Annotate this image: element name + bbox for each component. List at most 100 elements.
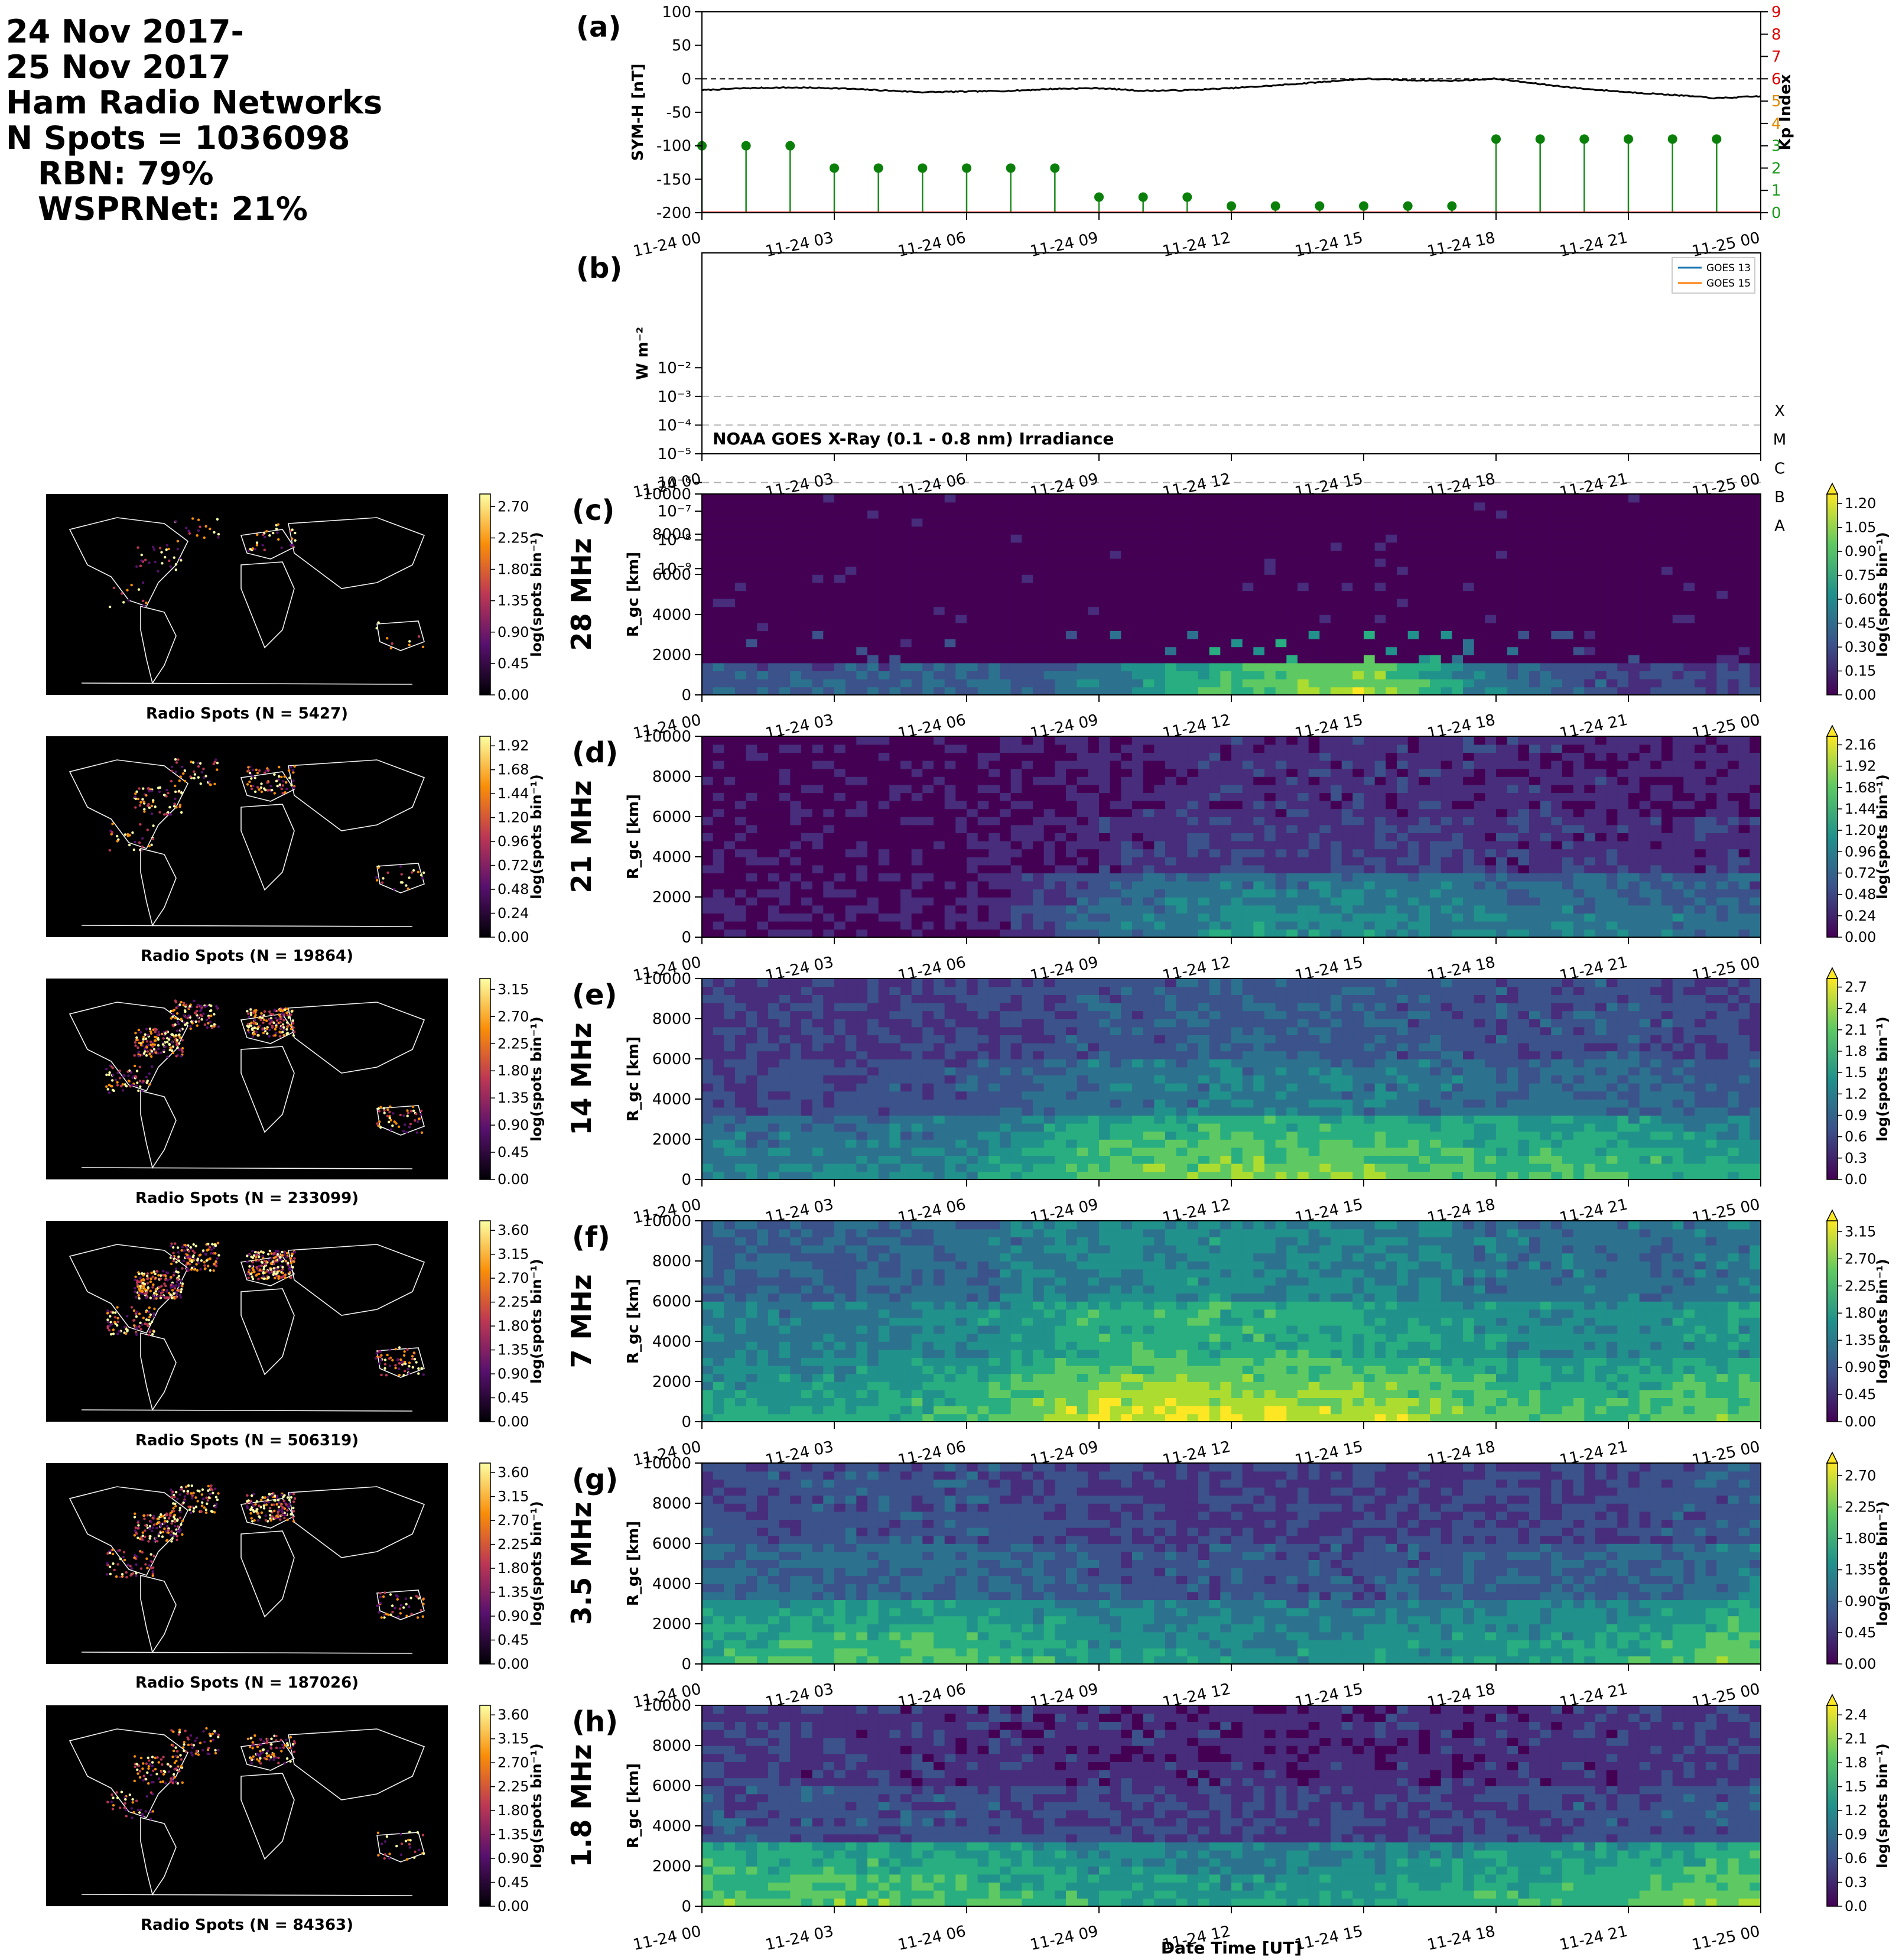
- heatmap-cell: [1518, 678, 1530, 688]
- heatmap-cell: [1022, 752, 1033, 761]
- heatmap-cell: [1077, 622, 1089, 631]
- heatmap-cell: [1264, 905, 1276, 914]
- heatmap-cell: [713, 638, 725, 648]
- heatmap-cell: [1584, 646, 1596, 655]
- heatmap-cell: [1220, 864, 1232, 873]
- heatmap-cell: [1374, 566, 1387, 575]
- heatmap-cell: [1220, 494, 1232, 503]
- heatmap-cell: [1099, 534, 1111, 543]
- x-tick-label: 11-24 15: [1293, 229, 1365, 261]
- heatmap-cell: [768, 550, 780, 559]
- heatmap-cell: [1728, 566, 1739, 575]
- heatmap-cell: [746, 905, 758, 914]
- heatmap-cell: [834, 792, 846, 801]
- heatmap-cell: [1430, 646, 1442, 655]
- heatmap-cell: [1220, 598, 1232, 607]
- heatmap-cell: [1650, 582, 1662, 591]
- heatmap-cell: [856, 929, 868, 938]
- heatmap-cell: [1264, 833, 1276, 841]
- heatmap-cell: [1000, 921, 1012, 930]
- heatmap-cell: [779, 574, 791, 583]
- heatmap-cell: [1606, 678, 1618, 688]
- heatmap-cell: [1099, 833, 1111, 841]
- heatmap-cell: [934, 598, 945, 607]
- heatmap-cell: [1661, 494, 1673, 503]
- heatmap-cell: [1617, 784, 1629, 793]
- heatmap-cell: [1617, 857, 1629, 866]
- heatmap-cell: [1077, 889, 1089, 898]
- heatmap-cell: [1077, 808, 1089, 817]
- heatmap-cell: [1220, 662, 1232, 671]
- heatmap-cell: [922, 590, 934, 599]
- heatmap-cell: [1319, 550, 1331, 559]
- heatmap-cell: [889, 542, 901, 551]
- heatmap-cell: [1253, 833, 1265, 841]
- heatmap-cell: [1440, 494, 1453, 503]
- heatmap-cell: [856, 622, 868, 631]
- heatmap-cell: [757, 582, 769, 591]
- heatmap-cell: [724, 833, 736, 841]
- heatmap-cell: [1661, 760, 1673, 769]
- heatmap-cell: [1319, 582, 1331, 591]
- heatmap-cell: [955, 558, 967, 567]
- heatmap-cell: [1606, 598, 1618, 607]
- heatmap-cell: [1496, 598, 1508, 607]
- heatmap-cell: [801, 687, 813, 695]
- heatmap-cell: [1386, 655, 1397, 664]
- heatmap-cell: [955, 776, 967, 785]
- heatmap-cell: [1264, 671, 1276, 680]
- heatmap-cell: [1110, 864, 1122, 873]
- spot-dot: [196, 534, 199, 537]
- heatmap-cell: [1298, 744, 1309, 753]
- heatmap-cell: [1220, 760, 1232, 769]
- goes-axis-label: W m⁻²: [634, 327, 652, 380]
- heatmap-cell: [1055, 905, 1066, 914]
- heatmap-cell: [1452, 526, 1464, 535]
- heatmap-cell: [1264, 590, 1276, 599]
- heatmap-cell: [1077, 502, 1089, 511]
- heatmap-cell: [988, 598, 1000, 607]
- heatmap-cell: [1374, 913, 1387, 922]
- heatmap-cell: [1705, 646, 1718, 655]
- heatmap-cell: [988, 494, 1000, 503]
- heatmap-cell: [1143, 768, 1155, 777]
- heatmap-cell: [1055, 817, 1066, 825]
- heatmap-cell: [1672, 752, 1685, 761]
- spot-dot: [126, 589, 129, 591]
- heatmap-cell: [1264, 929, 1276, 938]
- heatmap-cell: [1529, 502, 1541, 511]
- heatmap-cell: [1606, 760, 1618, 769]
- heatmap-cell: [1132, 558, 1144, 567]
- heatmap-cell: [1606, 615, 1618, 623]
- heatmap-cell: [768, 678, 780, 688]
- heatmap-cell: [1728, 534, 1739, 543]
- heatmap-cell: [1319, 687, 1331, 695]
- heatmap-cell: [1000, 792, 1012, 801]
- heatmap-cell: [1308, 655, 1321, 664]
- heatmap-cell: [955, 833, 967, 841]
- heatmap-cell: [1088, 622, 1100, 631]
- cbar-axis-label: log(spots bin⁻¹): [1874, 532, 1891, 657]
- heatmap-cell: [1231, 913, 1243, 922]
- heatmap-cell: [1132, 582, 1144, 591]
- heatmap-cell: [1407, 744, 1420, 753]
- heatmap-cell: [1286, 550, 1298, 559]
- heatmap-cell: [1275, 808, 1287, 817]
- heatmap-cell: [1066, 744, 1078, 753]
- heatmap-cell: [1463, 857, 1475, 866]
- heatmap-cell: [1374, 792, 1387, 801]
- heatmap-cell: [779, 857, 791, 866]
- heatmap-cell: [1562, 590, 1574, 599]
- heatmap-cell: [1650, 598, 1662, 607]
- heatmap-cell: [1077, 857, 1089, 866]
- heatmap-cell: [713, 897, 725, 906]
- heatmap-cell: [1529, 824, 1541, 833]
- heatmap-cell: [1419, 630, 1430, 639]
- heatmap-cell: [1154, 655, 1166, 664]
- heatmap-cell: [1452, 864, 1464, 873]
- heatmap-cell: [1507, 510, 1519, 519]
- heatmap-cell: [1242, 622, 1254, 631]
- heatmap-cell: [779, 849, 791, 857]
- heatmap-cell: [1308, 558, 1321, 567]
- heatmap-cell: [1143, 590, 1155, 599]
